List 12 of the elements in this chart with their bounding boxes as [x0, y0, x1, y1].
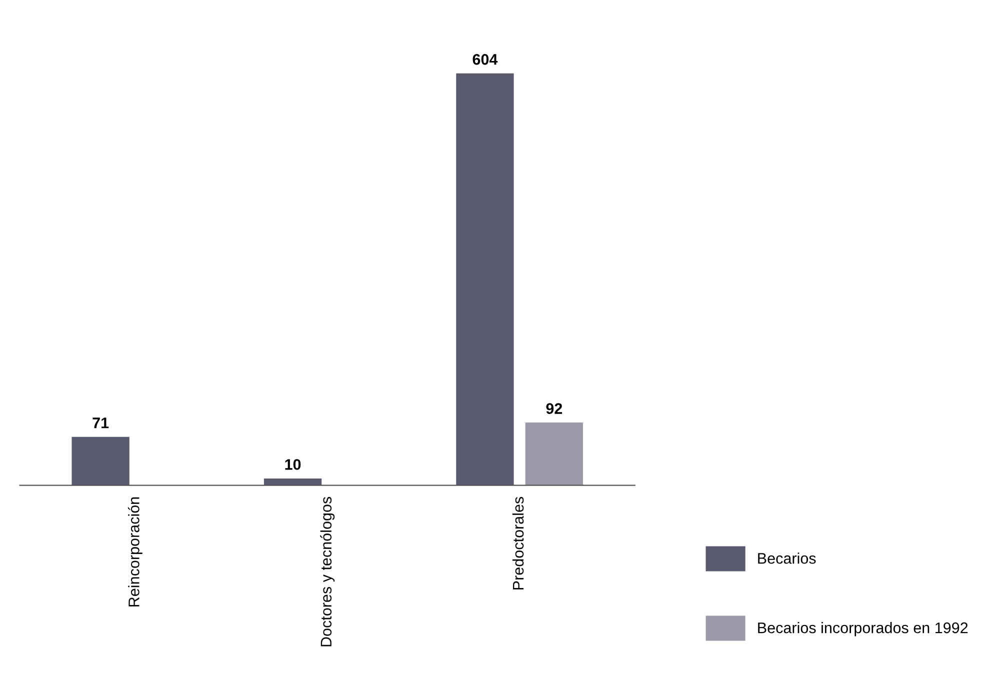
x-tick-label: Doctores y tecnólogos	[320, 496, 335, 646]
data-label: 604	[472, 54, 498, 65]
bar	[456, 73, 514, 486]
data-label: 10	[285, 459, 301, 470]
bar	[72, 436, 130, 486]
data-label: 92	[546, 403, 562, 414]
x-tick-label: Reincorporación	[128, 497, 142, 606]
data-label: 71	[92, 418, 109, 428]
legend-label: Becarios	[758, 552, 816, 564]
bar	[525, 422, 583, 486]
legend-label: Becarios incorporados en 1992	[758, 622, 968, 636]
x-tick-label: Predoctorales	[512, 496, 524, 590]
